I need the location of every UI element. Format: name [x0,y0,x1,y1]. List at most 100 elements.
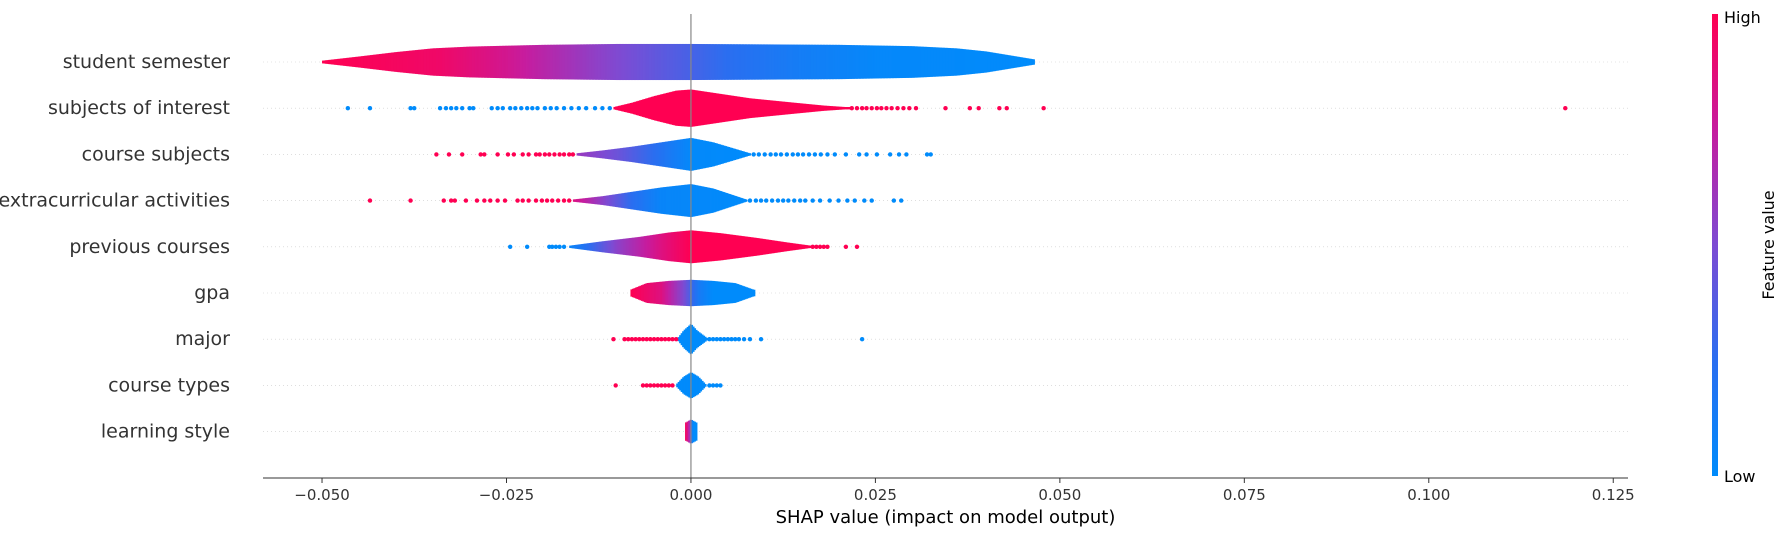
violin-strip [788,242,791,251]
violin-strip [719,93,722,123]
violin-strip [663,233,666,261]
violin-strip [718,93,721,123]
violin-strip [497,45,500,79]
violin-strip [667,92,670,124]
violin-strip [886,45,888,79]
violin-strip [986,51,989,73]
violin-strip [658,43,660,81]
outlier-point [505,152,511,157]
violin-strip [683,89,686,127]
outlier-point [550,198,555,203]
violin-strip [666,141,669,168]
outlier-point [854,244,860,249]
violin-strip [487,46,489,78]
violin-strip [469,46,471,78]
violin-strip [596,44,599,80]
outlier-point [607,106,612,111]
violin-strip [584,152,586,157]
violin-strip [705,231,708,262]
outlier-point [474,198,480,203]
violin-strip [688,373,691,398]
violin-strip [773,100,776,116]
violin-strip [684,280,687,306]
violin-strip [649,43,651,81]
violin-strip [634,191,637,210]
violin-strip [624,238,627,256]
x-tick-label: −0.050 [294,486,350,504]
outlier-point [825,152,830,157]
violin-strip [695,422,698,441]
violin-strip [728,95,731,122]
violin-strip [687,230,690,264]
violin-strip [672,280,675,306]
violin-strip [686,421,689,442]
violin-strip [824,105,827,111]
violin-strip [911,46,914,78]
violin-strip [639,236,642,257]
outlier-point [806,152,812,157]
violin-strip [775,44,777,80]
violin-strip [613,106,616,110]
violin-strip [1000,53,1002,71]
outlier-point [943,106,948,111]
violin-strip [569,245,572,248]
violin-strip [672,232,675,262]
violin-strip [481,46,483,78]
violin-strip [695,185,698,216]
violin-strip [661,43,663,81]
violin-strip [608,44,611,80]
violin-strip [887,45,890,79]
violin-strip [716,44,719,80]
violin-strip [717,232,720,261]
violin-strip [944,47,947,77]
x-axis-title: SHAP value (impact on model output) [776,507,1116,528]
outlier-point [899,198,904,203]
violin-strip [941,47,944,77]
violin-strip [673,185,676,216]
violin-strip [726,146,729,163]
violin-strip [932,47,935,77]
violin-strip [570,245,573,249]
violin-strip [711,232,714,262]
violin-strip [596,151,598,158]
violin-strip [1030,58,1032,66]
violin-strip [724,192,727,209]
violin-strip [746,152,748,157]
violin-strip [650,188,653,213]
violin-strip [692,230,695,264]
violin-strip [737,96,740,120]
violin-strip [406,50,408,74]
outlier-point [1563,106,1568,111]
violin-strip [832,106,835,111]
violin-strip [622,43,624,81]
outlier-point [547,152,552,157]
outlier-point [795,152,801,157]
violin-strip [668,232,671,262]
violin-strip [698,185,701,216]
violin-strip [682,331,685,348]
outlier-point [640,337,646,342]
violin-strip [776,101,779,116]
violin-strip [685,375,688,396]
violin-strip [524,45,527,79]
violin-strip [794,44,797,80]
violin-strip [749,237,752,257]
violin-strip [436,48,438,76]
violin-strip [391,52,393,72]
violin-strip [803,103,806,113]
outlier-point [764,198,769,203]
violin-strip [776,240,779,253]
violin-strip [683,376,686,395]
violin-strip [741,285,744,301]
violin-strip [688,279,691,307]
violin-strip [738,235,741,258]
violin-strip [532,45,534,79]
violin-strip [739,285,742,301]
violin-strip [658,281,661,305]
violin-strip [585,152,588,157]
colorbar-low-label: Low [1724,467,1756,486]
outlier-point [600,106,605,111]
violin-strip [344,58,347,66]
violin-strip [847,45,849,79]
violin-strip [857,45,860,79]
